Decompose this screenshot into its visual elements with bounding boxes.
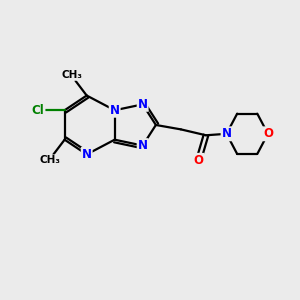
Text: CH₃: CH₃ [61, 70, 82, 80]
Text: O: O [263, 127, 273, 140]
Text: O: O [194, 154, 204, 167]
Text: N: N [138, 139, 148, 152]
Text: CH₃: CH₃ [39, 155, 60, 165]
Text: N: N [138, 98, 148, 111]
Text: N: N [110, 104, 120, 117]
Text: N: N [222, 127, 232, 140]
Text: Cl: Cl [32, 104, 44, 117]
Text: N: N [82, 148, 92, 161]
